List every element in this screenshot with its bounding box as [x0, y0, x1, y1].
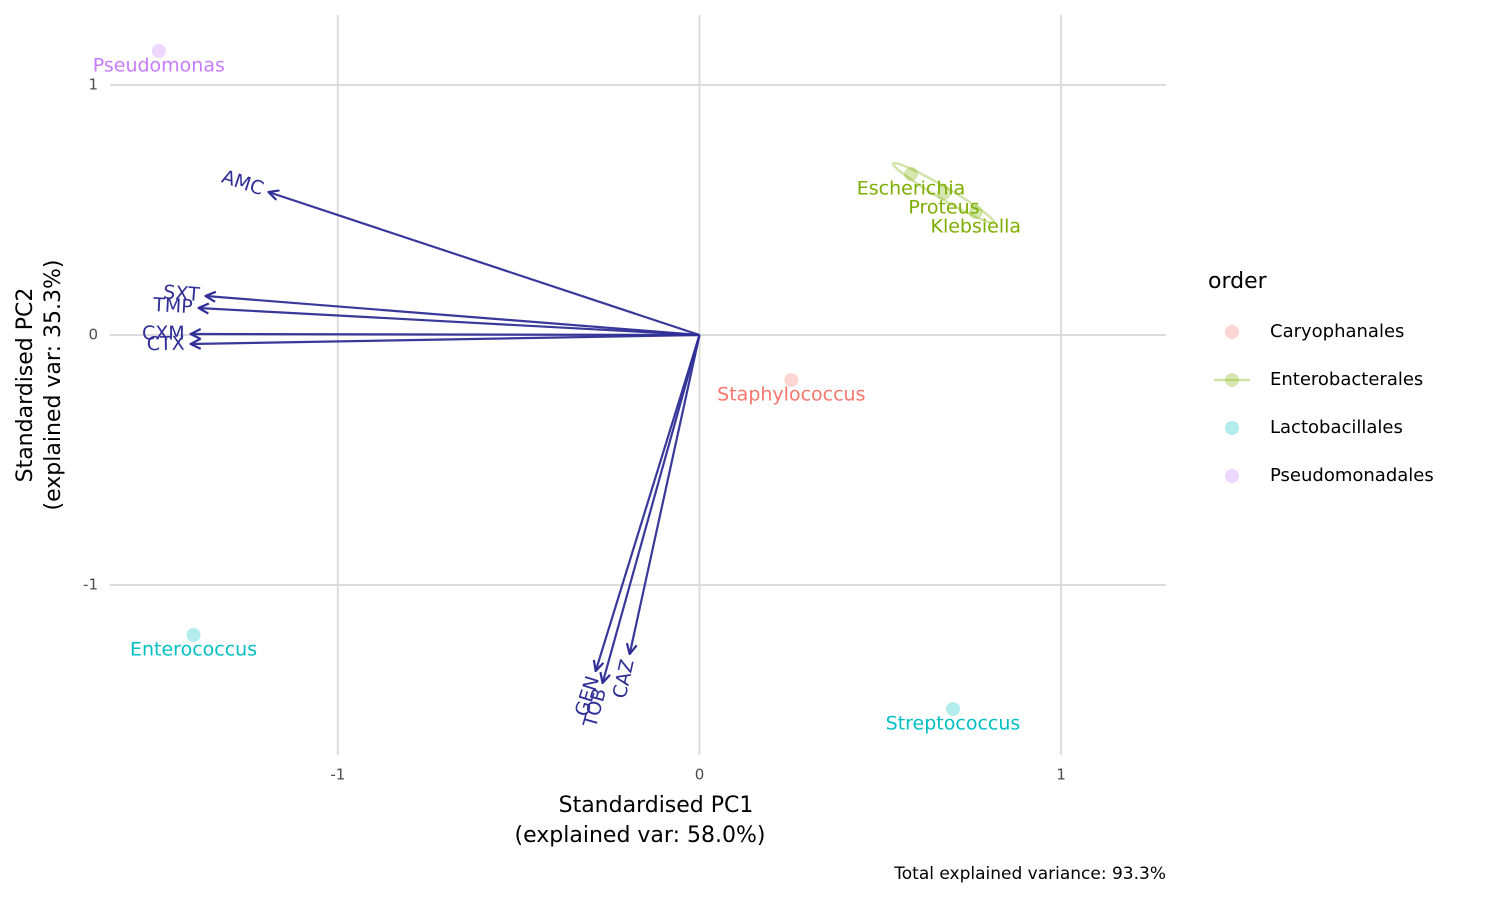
loading-label: SXT — [162, 281, 200, 306]
y-axis-title: Standardised PC2 — [13, 288, 38, 483]
y-axis-title: (explained var: 35.3%) — [41, 260, 66, 511]
loading-arrow — [603, 334, 701, 683]
loading-label: CXM — [142, 322, 185, 344]
loading-arrow — [205, 296, 700, 337]
x-tick-label: 1 — [1056, 766, 1066, 784]
legend-label: Caryophanales — [1270, 321, 1404, 342]
sample-point — [151, 44, 166, 58]
sample-label: Klebsiella — [930, 216, 1021, 238]
loading-label: CTX — [147, 333, 185, 356]
legend-key — [1225, 325, 1239, 339]
sample-point — [186, 628, 201, 642]
sample-point — [936, 186, 951, 200]
sample-point — [904, 167, 919, 181]
legend-key — [1225, 469, 1239, 483]
sample-label: Proteus — [908, 197, 979, 219]
loading-arrow — [630, 334, 701, 654]
group-ellipse — [891, 161, 996, 225]
loading-label: CAZ — [609, 657, 639, 700]
loading-label: AMC — [219, 166, 266, 200]
sample-point — [945, 702, 960, 716]
sample-label: Streptococcus — [886, 713, 1021, 735]
loading-arrow — [199, 308, 700, 337]
caption: Total explained variance: 93.3% — [893, 864, 1166, 884]
legend-title: order — [1208, 269, 1268, 294]
y-tick-label: 0 — [88, 326, 98, 344]
legend-label: Lactobacillales — [1270, 417, 1403, 438]
legend-label: Pseudomonadales — [1270, 465, 1434, 486]
x-axis-title: Standardised PC1 — [559, 793, 754, 818]
sample-label: Staphylococcus — [717, 384, 865, 406]
sample-point — [968, 205, 983, 219]
y-tick-label: 1 — [88, 76, 98, 94]
x-tick-label: 0 — [695, 766, 705, 784]
sample-label: Pseudomonas — [93, 55, 225, 77]
legend-key — [1225, 373, 1239, 387]
x-axis-title: (explained var: 58.0%) — [515, 823, 766, 848]
loading-arrow — [596, 334, 701, 671]
loading-arrow — [191, 333, 700, 344]
legend-label: Enterobacterales — [1270, 369, 1423, 390]
loading-arrow — [191, 334, 700, 335]
loading-arrow — [268, 192, 700, 337]
x-tick-label: -1 — [330, 766, 345, 784]
loading-label: TMP — [152, 294, 194, 318]
sample-label: Escherichia — [857, 178, 966, 200]
sample-point — [784, 373, 799, 387]
y-tick-label: -1 — [83, 576, 98, 594]
legend-key — [1225, 421, 1239, 435]
sample-label: Enterococcus — [130, 639, 257, 661]
